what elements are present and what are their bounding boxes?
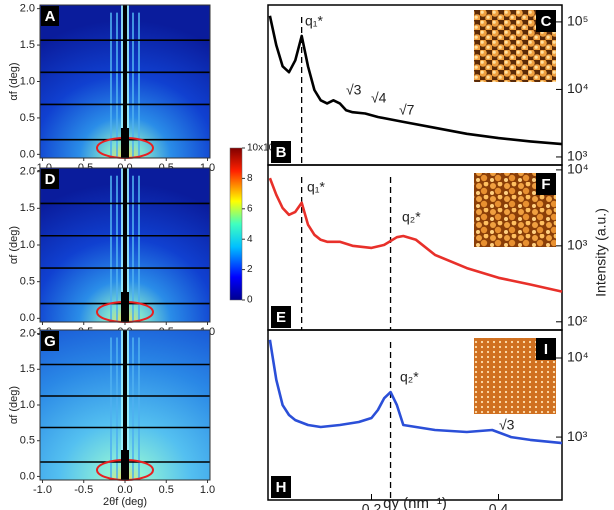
colorbar-tick-label: 10x10³ bbox=[247, 143, 278, 154]
peak-annotation: q₁* bbox=[307, 179, 326, 195]
streak bbox=[132, 175, 134, 322]
x-tick-label: 0.0 bbox=[117, 484, 132, 496]
y-tick-label: 0.5 bbox=[20, 112, 35, 124]
x-axis-label: 2θf (deg) bbox=[103, 496, 147, 508]
panel-label-box bbox=[271, 141, 291, 163]
beam-stop bbox=[123, 5, 127, 158]
y-tick-label: 10⁴ bbox=[567, 161, 589, 177]
x-tick-label: -0.5 bbox=[74, 484, 93, 496]
y-axis-label: αf (deg) bbox=[8, 62, 20, 100]
y-tick-label: 10⁴ bbox=[567, 349, 589, 365]
x-tick-label: 1.0 bbox=[200, 484, 215, 496]
peak-annotation: q₂* bbox=[400, 369, 419, 385]
peak-annotation: √7 bbox=[399, 102, 415, 118]
y-axis-label: αf (deg) bbox=[8, 386, 20, 424]
intensity-curve bbox=[268, 339, 563, 445]
streak bbox=[138, 337, 140, 480]
streak bbox=[110, 337, 112, 480]
y-tick-label: 10³ bbox=[567, 237, 588, 253]
y-tick-label: 0.0 bbox=[20, 312, 35, 324]
x-tick-label: -1.0 bbox=[33, 484, 52, 496]
beam-block bbox=[121, 292, 129, 322]
y-tick-label: 10³ bbox=[567, 428, 588, 444]
panel-label: E bbox=[276, 309, 286, 326]
streak bbox=[116, 175, 118, 322]
colorbar-tick-label: 2 bbox=[247, 264, 253, 275]
y-tick-label: 2.0 bbox=[20, 327, 35, 339]
x-tick-label: 0.5 bbox=[159, 484, 174, 496]
streak bbox=[138, 175, 140, 322]
beam-stop bbox=[123, 330, 127, 480]
y-tick-label: 0.5 bbox=[20, 276, 35, 288]
peak-annotation: q₂* bbox=[402, 209, 421, 225]
inset-label: I bbox=[544, 341, 548, 358]
panel-label-box bbox=[41, 169, 59, 189]
panel-label: B bbox=[276, 144, 287, 161]
x-axis-label: qy (nm⁻¹) bbox=[383, 495, 447, 510]
beam-block bbox=[121, 128, 129, 158]
y-tick-label: 10⁵ bbox=[567, 13, 588, 29]
streak bbox=[110, 175, 112, 322]
panel-label-box bbox=[271, 306, 291, 328]
y-tick-label: 1.5 bbox=[20, 39, 35, 51]
y-tick-label: 10³ bbox=[567, 148, 588, 164]
colorbar-tick-label: 6 bbox=[247, 203, 253, 214]
y-tick-label: 0.0 bbox=[20, 148, 35, 160]
x-tick-label: 0.4 bbox=[489, 501, 509, 510]
y-tick-label: 1.5 bbox=[20, 202, 35, 214]
inset-label-box bbox=[536, 10, 556, 32]
y-axis-label: αf (deg) bbox=[8, 226, 20, 264]
colorbar bbox=[229, 147, 243, 301]
y-tick-label: 2.0 bbox=[20, 166, 35, 178]
y-tick-label: 0.5 bbox=[20, 435, 35, 447]
panel-label-box bbox=[271, 476, 291, 498]
y-axis-label: Intensity (a.u.) bbox=[593, 208, 609, 297]
panel-label: D bbox=[45, 171, 56, 188]
panel-label: H bbox=[276, 479, 287, 496]
peak-annotation: √3 bbox=[346, 82, 362, 98]
colorbar-tick-label: 0 bbox=[247, 295, 253, 306]
y-tick-label: 10² bbox=[567, 313, 588, 329]
panel-label-box bbox=[41, 6, 59, 26]
streak bbox=[132, 337, 134, 480]
inset-label-box bbox=[536, 173, 556, 195]
panel-label: G bbox=[44, 333, 56, 350]
streak bbox=[132, 12, 134, 159]
colorbar-tick-label: 8 bbox=[247, 173, 253, 184]
beam-stop bbox=[123, 168, 127, 322]
x-tick-label: 0.2 bbox=[362, 501, 382, 510]
peak-annotation: √4 bbox=[371, 90, 387, 106]
beam-block bbox=[121, 450, 129, 480]
peak-annotation: √3 bbox=[499, 417, 515, 433]
y-tick-label: 10⁴ bbox=[567, 80, 589, 96]
y-tick-label: 2.0 bbox=[20, 3, 35, 15]
frame bbox=[267, 329, 563, 501]
intensity-curve bbox=[268, 177, 563, 293]
y-tick-label: 0.0 bbox=[20, 470, 35, 482]
intensity-curve bbox=[268, 15, 563, 146]
inset-label-box bbox=[536, 338, 556, 360]
streak bbox=[116, 12, 118, 159]
y-tick-label: 1.0 bbox=[20, 399, 35, 411]
panel-label: A bbox=[45, 8, 56, 25]
colorbar-tick-label: 4 bbox=[247, 234, 253, 245]
inset-label: F bbox=[541, 176, 550, 193]
inset-label: C bbox=[541, 13, 552, 30]
y-tick-label: 1.0 bbox=[20, 75, 35, 87]
y-tick-label: 1.5 bbox=[20, 363, 35, 375]
streak bbox=[138, 12, 140, 159]
panel-label-box bbox=[41, 331, 59, 351]
streak bbox=[110, 12, 112, 159]
y-tick-label: 1.0 bbox=[20, 239, 35, 251]
streak bbox=[116, 337, 118, 480]
peak-annotation: q₁* bbox=[305, 13, 324, 29]
